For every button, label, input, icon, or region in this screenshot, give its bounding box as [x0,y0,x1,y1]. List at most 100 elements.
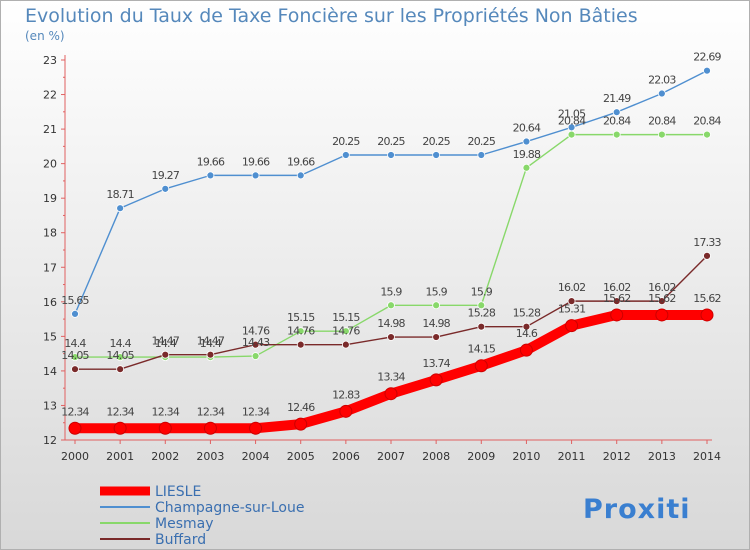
data-label: 14.43 [242,336,270,349]
data-label: 14.98 [377,317,405,330]
data-point [477,301,486,310]
data-point [477,322,486,331]
data-point [71,365,79,374]
x-tick-label: 2000 [61,450,89,463]
data-label: 14.76 [332,325,360,338]
data-point [522,137,531,146]
data-label: 12.46 [287,401,315,414]
data-label: 15.62 [603,292,631,305]
x-tick-label: 2010 [512,450,540,463]
data-point [116,365,125,374]
data-label: 21.49 [603,92,631,105]
data-label: 12.83 [332,388,360,401]
data-point [655,308,669,322]
data-point [432,333,441,341]
data-point [657,89,666,98]
data-label: 14.05 [61,349,89,362]
data-label: 14.4 [155,337,177,350]
data-label: 15.15 [332,311,360,324]
proxiti-logo: Proxiti [583,494,690,525]
data-point [522,322,531,331]
data-point [116,204,125,213]
data-label: 14.76 [242,325,270,338]
data-label: 13.34 [377,371,405,384]
y-tick-label: 16 [43,296,57,309]
data-point [432,301,441,310]
y-tick-label: 13 [43,399,57,412]
data-point [113,421,127,435]
data-point [522,163,531,172]
data-point [68,421,82,435]
data-label: 20.25 [377,135,405,148]
data-point [474,359,488,373]
data-label: 19.66 [242,155,270,168]
legend-label-2: Mesmay [155,516,214,532]
x-tick-label: 2008 [422,450,450,463]
y-tick-label: 15 [43,330,57,343]
data-label: 14.76 [287,325,315,338]
data-point [612,130,621,139]
legend-label-3: Buffard [155,532,206,548]
data-point [703,66,711,75]
data-point [565,319,579,333]
data-point [387,333,395,341]
data-label: 15.15 [287,311,315,324]
data-label: 15.31 [558,303,586,316]
data-point [71,310,79,318]
data-label: 19.66 [197,155,225,168]
y-tick-label: 17 [43,261,57,274]
y-tick-label: 23 [43,54,57,67]
data-point [158,421,172,435]
data-label: 15.62 [648,292,676,305]
data-point [251,352,260,360]
data-label: 14.4 [64,337,86,350]
data-label: 14.6 [516,327,538,340]
data-label: 18.71 [106,188,134,201]
data-label: 12.34 [197,405,225,418]
data-point [206,171,215,180]
x-tick-label: 2014 [693,450,721,463]
x-tick-label: 2012 [603,450,631,463]
y-tick-label: 21 [43,123,57,136]
y-tick-label: 20 [43,158,57,171]
data-point [339,404,353,418]
data-label: 20.25 [332,135,360,148]
data-label: 15.28 [513,307,541,320]
x-tick-label: 2011 [558,450,586,463]
series-layer [68,66,714,435]
x-tick-label: 2007 [377,450,405,463]
data-point [341,327,350,336]
data-point [612,297,621,306]
chart-subtitle: (en %) [25,29,65,43]
data-point [296,340,305,349]
data-label: 12.34 [152,405,180,418]
data-point [203,421,217,435]
data-point [296,327,305,336]
data-label: 14.4 [109,337,131,350]
data-label: 15.9 [471,285,493,298]
data-label: 22.03 [648,74,676,87]
data-label: 19.88 [513,148,541,161]
data-point [432,151,441,159]
data-point [296,171,305,180]
data-point [251,340,260,349]
data-label: 17.33 [693,236,721,249]
data-point [341,340,350,349]
y-tick-label: 22 [43,89,57,102]
x-tick-label: 2013 [648,450,676,463]
data-label: 20.84 [603,115,631,128]
data-label: 15.9 [425,285,447,298]
x-tick-label: 2001 [106,450,134,463]
data-label: 20.64 [513,122,541,135]
data-label: 16.02 [648,281,676,294]
data-label: 21.05 [558,107,586,120]
data-label: 12.34 [61,405,89,418]
data-label: 14.98 [422,317,450,330]
data-label: 14.47 [197,335,225,348]
data-label: 20.84 [558,115,586,128]
data-label: 15.65 [61,294,89,307]
data-point [116,353,125,361]
data-point [567,297,576,306]
